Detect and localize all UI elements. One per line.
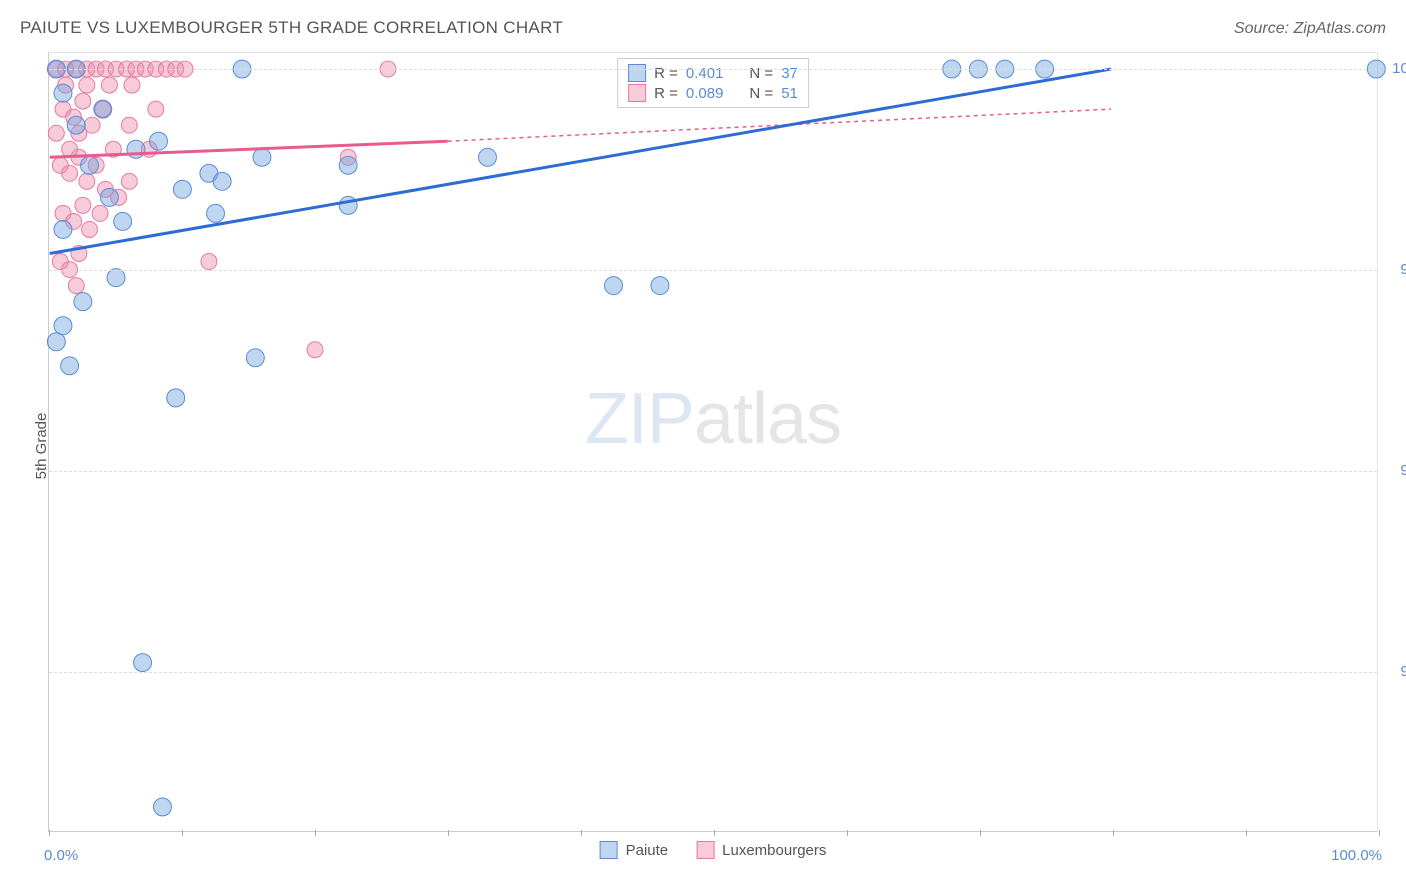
data-point — [605, 277, 623, 295]
x-tick-mark — [315, 830, 316, 836]
data-point — [339, 156, 357, 174]
source-attribution: Source: ZipAtlas.com — [1234, 20, 1386, 38]
x-tick-mark — [49, 830, 50, 836]
y-tick-label: 97.5% — [1383, 261, 1406, 278]
series-swatch-paiute — [600, 841, 618, 859]
gridline — [49, 672, 1377, 673]
data-point — [207, 204, 225, 222]
legend-N-label: N = — [749, 85, 773, 102]
data-point — [48, 125, 64, 141]
legend-N-label: N = — [749, 65, 773, 82]
series-swatch-luxembourgers — [696, 841, 714, 859]
data-point — [253, 148, 271, 166]
x-tick-mark — [714, 830, 715, 836]
data-point — [62, 165, 78, 181]
data-point — [307, 342, 323, 358]
legend-N-value-luxembourgers: 51 — [781, 85, 798, 102]
data-point — [67, 116, 85, 134]
data-point — [148, 101, 164, 117]
data-point — [124, 77, 140, 93]
series-label-luxembourgers: Luxembourgers — [722, 842, 826, 859]
y-tick-label: 95.0% — [1383, 462, 1406, 479]
legend-R-label: R = — [654, 85, 678, 102]
series-label-paiute: Paiute — [626, 842, 669, 859]
correlation-legend: R = 0.401 N = 37 R = 0.089 N = 51 — [617, 58, 809, 108]
data-point — [479, 148, 497, 166]
data-point — [173, 180, 191, 198]
y-tick-label: 100.0% — [1383, 60, 1406, 77]
data-point — [651, 277, 669, 295]
data-point — [75, 197, 91, 213]
data-point — [201, 254, 217, 270]
chart-container: PAIUTE VS LUXEMBOURGER 5TH GRADE CORRELA… — [0, 0, 1406, 892]
data-point — [153, 798, 171, 816]
data-point — [167, 389, 185, 407]
series-legend-paiute: Paiute — [600, 841, 669, 859]
data-point — [121, 173, 137, 189]
data-point — [134, 654, 152, 672]
data-point — [82, 221, 98, 237]
data-point — [246, 349, 264, 367]
data-point — [54, 84, 72, 102]
gridline — [49, 270, 1377, 271]
data-point — [54, 317, 72, 335]
data-point — [100, 188, 118, 206]
data-point — [101, 77, 117, 93]
data-point — [92, 205, 108, 221]
trend-line — [50, 69, 1111, 253]
legend-N-value-paiute: 37 — [781, 65, 798, 82]
data-point — [213, 172, 231, 190]
legend-row-paiute: R = 0.401 N = 37 — [628, 63, 798, 83]
data-point — [54, 220, 72, 238]
data-point — [114, 212, 132, 230]
x-tick-mark — [980, 830, 981, 836]
data-point — [107, 269, 125, 287]
series-legend-luxembourgers: Luxembourgers — [696, 841, 826, 859]
series-legend: Paiute Luxembourgers — [600, 841, 827, 859]
legend-swatch-paiute — [628, 64, 646, 82]
x-tick-label: 0.0% — [44, 847, 78, 864]
gridline — [49, 471, 1377, 472]
data-point — [74, 293, 92, 311]
data-point — [150, 132, 168, 150]
plot-area: ZIPatlas R = 0.401 N = 37 R = 0.089 N = … — [48, 52, 1378, 832]
data-point — [121, 117, 137, 133]
legend-swatch-luxembourgers — [628, 84, 646, 102]
gridline — [49, 69, 1377, 70]
x-tick-mark — [1379, 830, 1380, 836]
y-tick-label: 92.5% — [1383, 663, 1406, 680]
x-tick-mark — [1113, 830, 1114, 836]
x-tick-mark — [448, 830, 449, 836]
data-point — [68, 278, 84, 294]
data-point — [79, 77, 95, 93]
data-point — [47, 333, 65, 351]
chart-title: PAIUTE VS LUXEMBOURGER 5TH GRADE CORRELA… — [20, 18, 563, 38]
data-point — [79, 173, 95, 189]
data-point — [94, 100, 112, 118]
legend-R-label: R = — [654, 65, 678, 82]
x-tick-mark — [1246, 830, 1247, 836]
x-tick-label: 100.0% — [1331, 847, 1382, 864]
legend-row-luxembourgers: R = 0.089 N = 51 — [628, 83, 798, 103]
x-tick-mark — [847, 830, 848, 836]
legend-R-value-paiute: 0.401 — [686, 65, 724, 82]
plot-svg — [49, 53, 1377, 831]
legend-R-value-luxembourgers: 0.089 — [686, 85, 724, 102]
data-point — [61, 357, 79, 375]
x-tick-mark — [182, 830, 183, 836]
data-point — [75, 93, 91, 109]
data-point — [81, 156, 99, 174]
x-tick-mark — [581, 830, 582, 836]
